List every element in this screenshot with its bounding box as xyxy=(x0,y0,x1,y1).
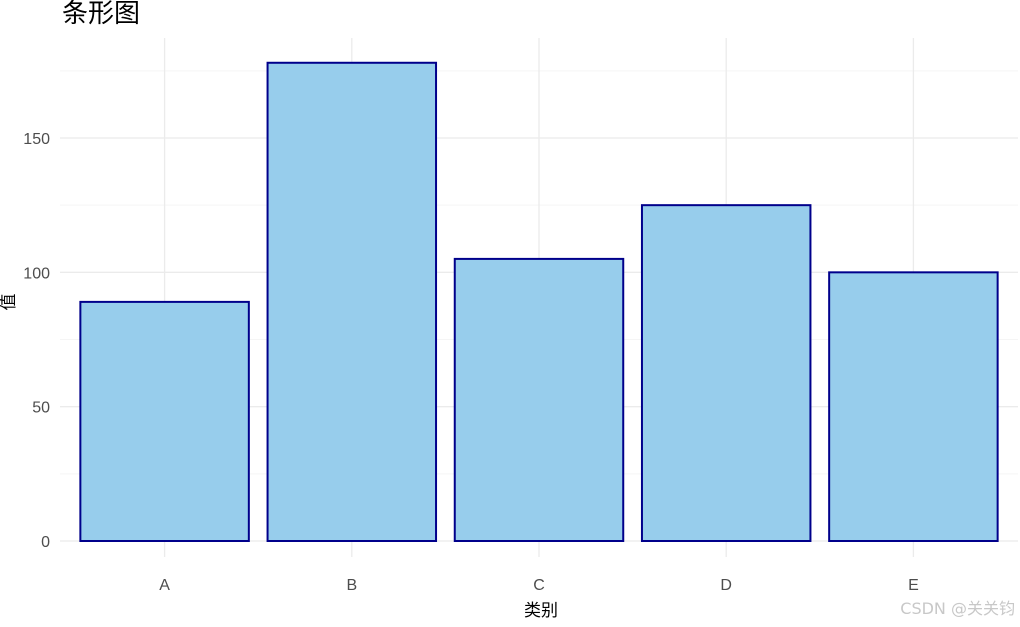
bar-A xyxy=(79,300,250,542)
bars xyxy=(79,61,999,543)
x-tick-label: E xyxy=(908,577,919,594)
x-tick-labels: A B C D E xyxy=(159,577,918,594)
x-axis-title: 类别 xyxy=(524,601,558,621)
y-tick-label: 150 xyxy=(23,131,50,148)
x-tick-label: B xyxy=(346,577,357,594)
x-tick-label: A xyxy=(159,577,170,594)
y-tick-labels: 0 50 100 150 xyxy=(23,131,50,551)
y-axis-title: 值 xyxy=(0,294,19,311)
x-tick-label: C xyxy=(533,577,545,594)
bar-B xyxy=(266,61,438,542)
y-tick-label: 50 xyxy=(32,400,50,417)
y-tick-label: 100 xyxy=(23,265,50,282)
bar-C xyxy=(453,257,625,542)
y-tick-label: 0 xyxy=(41,534,50,551)
chart-title: 条形图 xyxy=(62,0,140,29)
x-tick-label: D xyxy=(720,577,732,594)
bar-E xyxy=(828,271,999,542)
watermark: CSDN @关关钧 xyxy=(900,599,1015,618)
bar-D xyxy=(640,204,812,543)
